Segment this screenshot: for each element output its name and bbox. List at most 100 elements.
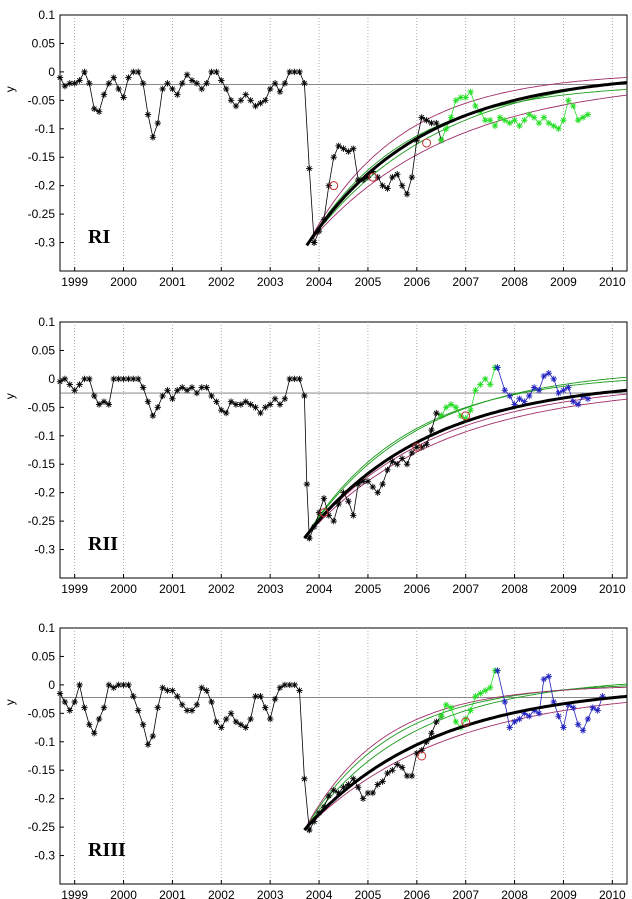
series-post-marker <box>330 517 337 525</box>
series-green-marker <box>511 117 518 124</box>
x-tick-label: 2002 <box>208 582 235 596</box>
series-green-marker <box>540 114 548 121</box>
series-pre-marker <box>66 381 73 388</box>
series-pre-marker <box>227 398 235 405</box>
series-post-marker <box>384 185 391 192</box>
series-blue-marker <box>545 370 552 377</box>
series-pre-marker <box>61 82 69 90</box>
series-post-marker <box>384 769 391 777</box>
series-green-marker <box>452 97 460 104</box>
series-post-marker <box>408 772 416 780</box>
y-tick-label: -0.15 <box>28 150 56 164</box>
series-green-marker <box>472 387 479 394</box>
series-pre-marker <box>169 687 176 694</box>
y-tick-label: 0.05 <box>32 343 56 357</box>
circle-marker <box>417 751 427 761</box>
x-tick-label: 2001 <box>159 888 186 899</box>
series-pre-marker <box>301 80 308 87</box>
y-tick-label: 0 <box>48 65 55 79</box>
x-tick-label: 2007 <box>452 888 479 899</box>
y-tick-label: -0.05 <box>28 93 56 107</box>
series-pre-marker <box>213 718 220 726</box>
series-pre-marker <box>193 389 201 397</box>
series-pre-marker <box>105 401 113 408</box>
series-pre-marker <box>154 704 161 711</box>
series-post-marker <box>398 182 406 189</box>
series-green-marker <box>467 88 474 95</box>
series-post-marker <box>354 784 362 791</box>
series-green-marker <box>486 684 494 691</box>
series-pre-marker <box>66 707 73 714</box>
circle-marker <box>422 138 432 148</box>
x-tick-label: 2010 <box>599 888 626 899</box>
x-tick-label: 1999 <box>61 888 88 899</box>
series-green-marker <box>570 102 577 110</box>
series-pre-marker <box>139 80 147 87</box>
series-pre-marker <box>149 412 157 420</box>
y-axis-label: y <box>3 393 17 399</box>
series-post-marker <box>315 509 323 516</box>
series-pre-marker <box>164 80 171 87</box>
y-axis-label: y <box>3 699 17 705</box>
series-green-marker <box>516 122 523 130</box>
series-green-marker <box>550 122 557 130</box>
series-post-marker <box>394 761 401 768</box>
series-post-marker <box>306 534 313 542</box>
x-tick-label: 2001 <box>159 275 186 289</box>
series-pre-marker <box>227 97 235 104</box>
series-blue-marker <box>560 387 567 394</box>
series-pre-marker <box>120 94 127 101</box>
y-axis-label: y <box>3 86 17 92</box>
series-pre-marker <box>110 74 117 81</box>
series-blue-marker <box>540 676 548 683</box>
panel-riii: 1999 2000 2001 2002 2003 2004 2005 2006 2007 2008… <box>3 621 628 899</box>
series-pre-marker <box>252 102 259 110</box>
series-post-marker <box>398 455 406 462</box>
series-post-marker <box>423 117 430 124</box>
series-pre-marker <box>100 704 108 711</box>
series-pre-marker <box>139 384 147 391</box>
series-green-marker <box>477 381 484 388</box>
series-green-marker <box>584 111 592 118</box>
circle-marker <box>329 181 339 191</box>
series-post-marker <box>350 512 357 519</box>
series-pre-marker <box>76 77 83 84</box>
series-post-marker <box>359 795 367 802</box>
y-tick-label: -0.3 <box>34 849 55 863</box>
series-pre-marker <box>159 85 166 93</box>
series-pre-marker <box>76 381 83 388</box>
series-pre-marker <box>149 732 157 740</box>
series-post-marker <box>330 786 337 794</box>
series-pre-marker <box>306 165 313 172</box>
series-green-marker <box>574 117 582 124</box>
series-post-marker <box>350 145 357 152</box>
confidence-band-green <box>304 683 628 831</box>
confidence-band-red <box>304 398 628 539</box>
series-blue-marker <box>589 704 596 711</box>
series-pre-marker <box>144 741 152 748</box>
series-blue-marker <box>579 727 587 734</box>
series-pre-marker <box>276 684 284 691</box>
series-pre-marker <box>296 68 303 76</box>
x-tick-label: 2009 <box>550 275 577 289</box>
series-blue-marker <box>511 718 518 726</box>
plot-area <box>59 321 628 579</box>
series-pre-marker <box>100 398 108 405</box>
series-pre-marker <box>105 80 113 87</box>
y-tick-label: 0 <box>48 372 55 386</box>
series-pre-marker <box>56 74 64 81</box>
series-pre-marker <box>203 687 210 694</box>
series-post-marker <box>418 443 425 451</box>
x-tick-label: 2003 <box>257 888 284 899</box>
series-pre-marker <box>203 80 210 87</box>
series-post-marker <box>379 480 386 488</box>
series-green-marker <box>526 111 533 118</box>
confidence-band-green <box>304 376 628 539</box>
y-tick-label: -0.2 <box>34 792 55 806</box>
panel-rii: 1999 2000 2001 2002 2003 2004 2005 2006 2007 2008… <box>3 315 628 596</box>
x-tick-label: 2006 <box>403 582 430 596</box>
y-tick-label: 0.1 <box>38 315 55 329</box>
x-tick-label: 2005 <box>355 582 382 596</box>
x-tick-label: 2003 <box>257 582 284 596</box>
